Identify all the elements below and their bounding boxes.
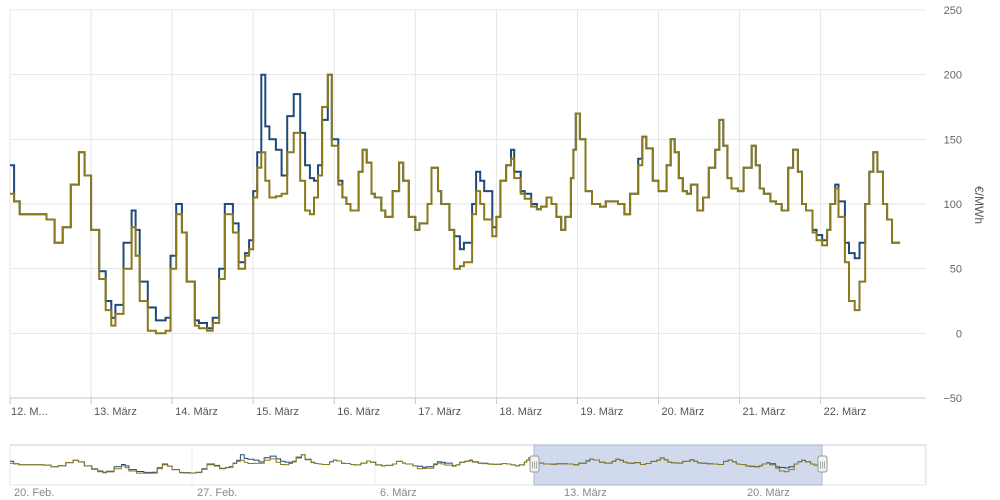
x-tick-label: 16. März xyxy=(337,406,380,418)
x-tick-label: 14. März xyxy=(175,406,218,418)
y-axis-title: €/MWh xyxy=(972,186,986,224)
x-tick-label: 19. März xyxy=(580,406,623,418)
y-tick-label: 250 xyxy=(944,5,962,17)
navigator-right-handle[interactable]: ||| xyxy=(817,455,828,473)
navigator-labels: 20. Feb. 27. Feb. 6. März 13. März 20. März xyxy=(14,487,790,499)
navigator-right-handle-grip: ||| xyxy=(820,462,826,469)
navigator-label: 20. Feb. xyxy=(14,487,54,499)
y-axis-ticks: 250 200 150 100 50 0 −50 xyxy=(943,5,962,405)
x-tick-label: 15. März xyxy=(256,406,299,418)
x-tick-label: 22. März xyxy=(824,406,867,418)
x-tick-label: 17. März xyxy=(418,406,461,418)
navigator-series-2 xyxy=(10,454,827,474)
navigator-label: 27. Feb. xyxy=(197,487,237,499)
x-tick-label: 20. März xyxy=(661,406,704,418)
x-axis-ticks: 12. M... 13. März 14. März 15. März 16. März… xyxy=(9,398,867,418)
x-tick-label: 18. März xyxy=(499,406,542,418)
navigator-left-handle[interactable]: ||| xyxy=(529,455,540,473)
navigator[interactable]: ||| ||| 20. Feb. 27. Feb. 6. März 13. März 2… xyxy=(9,444,927,499)
y-tick-label: 0 xyxy=(956,328,962,340)
y-tick-label: 200 xyxy=(944,70,962,82)
navigator-label: 6. März xyxy=(380,487,417,499)
y-tick-label: −50 xyxy=(943,393,962,405)
y-tick-label: 100 xyxy=(944,199,962,211)
x-tick-label: 21. März xyxy=(743,406,786,418)
x-tick-label: 13. März xyxy=(94,406,137,418)
series-line-1 xyxy=(10,73,901,330)
x-tick-label: 12. M... xyxy=(11,406,48,418)
navigator-label: 20. März xyxy=(747,487,790,499)
navigator-label: 13. März xyxy=(564,487,607,499)
navigator-left-handle-grip: ||| xyxy=(532,462,538,469)
series-lines xyxy=(10,73,901,335)
y-tick-label: 50 xyxy=(950,264,962,276)
y-tick-label: 150 xyxy=(944,134,962,146)
navigator-lines xyxy=(10,454,827,474)
series-line-2 xyxy=(10,73,901,335)
